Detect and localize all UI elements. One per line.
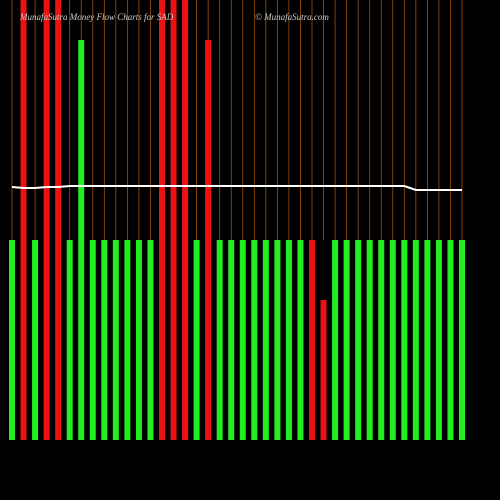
bar [262, 240, 269, 440]
bar [216, 240, 223, 440]
bar [251, 240, 258, 440]
bar [89, 240, 96, 440]
money-flow-line [11, 185, 462, 191]
bar [170, 0, 177, 440]
bar [43, 0, 50, 440]
bar [332, 240, 339, 440]
bar [55, 0, 62, 440]
bar [112, 240, 119, 440]
bar [389, 240, 396, 440]
bar [435, 240, 442, 440]
bar [66, 240, 73, 440]
bar [135, 240, 142, 440]
bar [274, 240, 281, 440]
bar [101, 240, 108, 440]
bar [424, 240, 431, 440]
bar [20, 0, 27, 440]
bar [78, 40, 85, 440]
bar [401, 240, 408, 440]
bar [355, 240, 362, 440]
bar [147, 240, 154, 440]
bar [285, 240, 292, 440]
bar [366, 240, 373, 440]
bar [412, 240, 419, 440]
source-label: © MunafaSutra.com [255, 12, 329, 22]
bar [124, 240, 131, 440]
bar [378, 240, 385, 440]
bar [297, 240, 304, 440]
chart-title: MunafaSutra Money Flow Charts for SAD [19, 12, 174, 22]
bar [228, 240, 235, 440]
bar [159, 0, 165, 440]
bar [9, 240, 15, 440]
bar [343, 240, 350, 440]
bar [193, 240, 200, 440]
bar [447, 240, 454, 440]
bar [32, 240, 39, 440]
bar [182, 0, 189, 440]
bar [239, 240, 246, 440]
bar [459, 240, 465, 440]
bar [320, 300, 327, 440]
bar [309, 240, 315, 440]
bar [205, 40, 212, 440]
